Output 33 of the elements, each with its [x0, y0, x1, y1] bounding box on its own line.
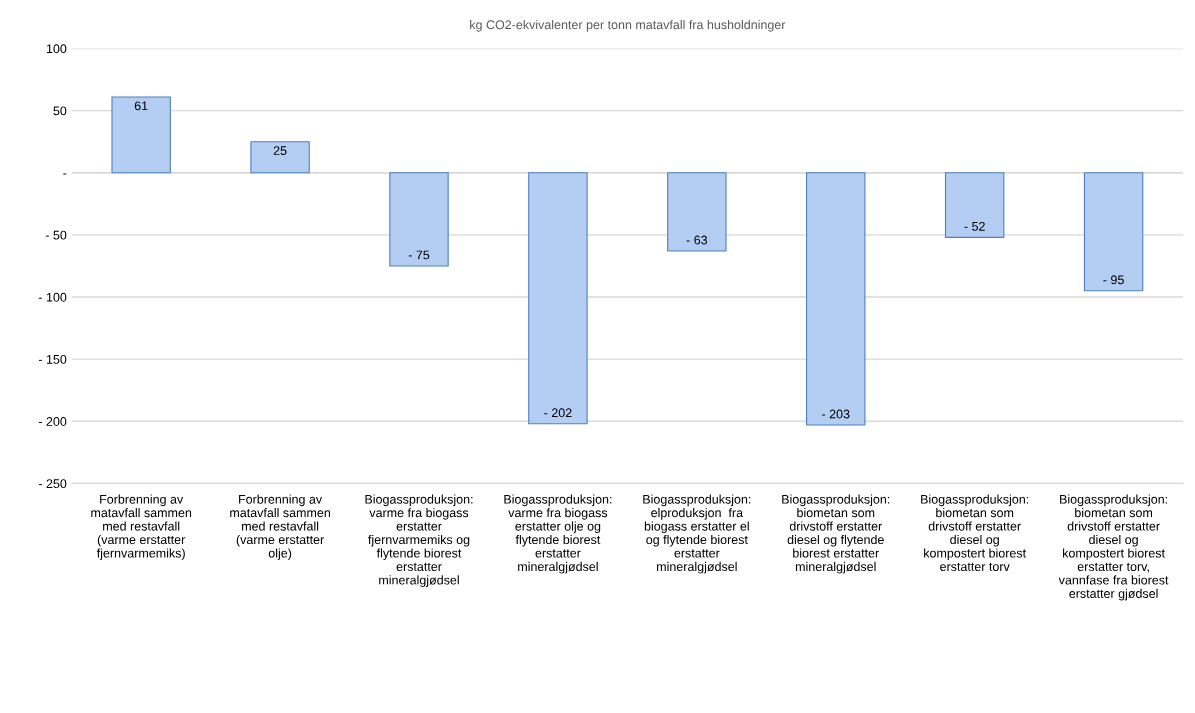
y-tick-label: - 50 [45, 230, 67, 240]
bar [528, 172, 588, 425]
bar [944, 172, 1005, 238]
bar [667, 172, 727, 252]
y-tick-label: - [63, 173, 67, 175]
data-label: - 52 [964, 221, 985, 231]
y-tick-label: - 200 [38, 417, 67, 426]
y-tick-label: - 250 [38, 479, 67, 489]
x-tick-label: Biogassproduksjon: elproduksjon fra biogass erstatter el og flytende biorest erstatter mineralgjødsel [643, 494, 751, 574]
y-tick-label: - 150 [38, 354, 67, 364]
y-tick-label: 100 [46, 44, 67, 54]
bar [1083, 172, 1144, 292]
y-tick-label: - 100 [38, 292, 67, 302]
bar [389, 172, 449, 267]
data-label: - 95 [1103, 275, 1124, 285]
data-label: - 202 [544, 408, 572, 418]
data-label: 25 [273, 146, 287, 155]
x-tick-label: Biogassproduksjon: biometan som drivstoff erstatter diesel og flytende biorest erstatter mineralgjødsel [782, 494, 890, 574]
data-label: 61 [134, 101, 148, 111]
data-label: - 203 [822, 409, 850, 419]
x-tick-label: Biogassproduksjon: biometan som drivstoff erstatter diesel og kompostert biorest erstatter torv [921, 494, 1029, 572]
y-tick-label: 50 [53, 106, 67, 116]
x-tick-label: Forbrenning av matavfall sammen med restavfall (varme erstatter fjernvarmemiks) [91, 494, 192, 561]
x-tick-label: Biogassproduksjon: biometan som drivstoff erstatter diesel og kompostert biorest erstatter torv, vannfase fra biorest erstatter gjødsel [1058, 494, 1169, 601]
data-label: - 63 [686, 235, 708, 245]
x-tick-label: Biogassproduksjon: varme fra biogass erstatter fjernvarmemiks og flytende biorest erstatter mineralgjødsel [365, 494, 473, 587]
chart-title: kg CO2-ekvivalenter per tonn matavfall fra husholdninger [470, 19, 786, 32]
data-label: - 75 [408, 250, 430, 260]
x-tick-label: Biogassproduksjon: varme fra biogass erstatter olje og flytende biorest erstatter mineralgjødsel [504, 494, 612, 574]
bar [250, 141, 310, 174]
bar [806, 172, 866, 426]
x-tick-label: Forbrenning av matavfall sammen med restavfall (varme erstatter olje) [230, 494, 330, 561]
bar [111, 96, 171, 174]
